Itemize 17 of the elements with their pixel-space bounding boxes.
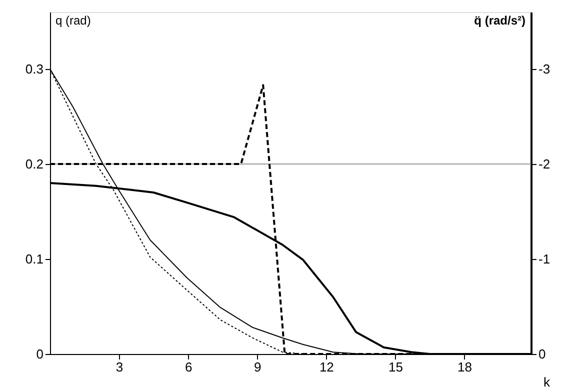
- y-tick-label: 0.3: [25, 62, 44, 76]
- y-tick-label: 0: [36, 346, 44, 362]
- x-axis-title: k: [544, 374, 550, 390]
- x-tick-label: 3: [116, 360, 124, 374]
- y-tick-label: 0.1: [25, 252, 44, 266]
- x-tick-label: 12: [319, 360, 334, 374]
- y-axis-title: q (rad): [56, 14, 91, 28]
- y2-axis-title: q̈ (rad/s²): [474, 14, 526, 28]
- x-tick-label: 15: [388, 360, 403, 374]
- y2-tick-label: -1: [538, 252, 550, 266]
- x-tick-label: 9: [254, 360, 262, 374]
- x-tick-label: 18: [458, 360, 472, 374]
- y2-tick-label: -2: [538, 156, 550, 172]
- y2-tick-label: 0: [538, 346, 546, 362]
- x-tick-label: 6: [184, 360, 192, 374]
- y2-tick-label: -3: [538, 62, 550, 76]
- y-tick-label: 0.2: [25, 156, 44, 172]
